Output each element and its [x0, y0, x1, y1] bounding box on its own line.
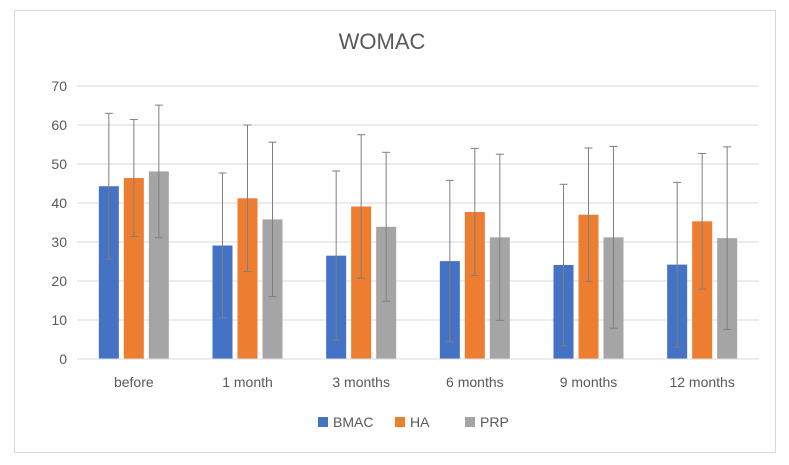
legend: BMAC HA PRP — [318, 414, 509, 430]
legend-swatch — [318, 417, 328, 427]
chart-svg: WOMAC 0 10 20 30 40 50 60 70 before 1 month 3 mon… — [51, 29, 759, 430]
bar-ha-4 — [578, 214, 599, 359]
x-tick-label: before — [114, 374, 154, 390]
y-tick-label: 70 — [51, 78, 67, 94]
error-bar-bmac-2 — [332, 170, 341, 341]
error-bar-prp-4 — [609, 145, 618, 329]
grid-layer — [77, 85, 759, 360]
x-tick-label: 12 months — [669, 374, 734, 390]
legend-label: HA — [410, 414, 430, 430]
bar-ha-5 — [692, 221, 713, 359]
bar-ha-3 — [464, 211, 485, 359]
y-tick-label: 0 — [59, 351, 67, 367]
error-bar-bmac-5 — [673, 181, 682, 348]
error-bar-bmac-4 — [559, 183, 568, 347]
chart-title: WOMAC — [339, 29, 426, 54]
legend-swatch — [395, 417, 405, 427]
y-axis: 0 10 20 30 40 50 60 70 — [51, 78, 67, 367]
y-tick-label: 40 — [51, 195, 67, 211]
error-bars-layer — [104, 104, 732, 348]
legend-label: BMAC — [333, 414, 373, 430]
bar-ha-2 — [351, 206, 372, 359]
y-tick-label: 60 — [51, 117, 67, 133]
bar-bmac-0 — [98, 186, 119, 359]
y-tick-label: 50 — [51, 156, 67, 172]
y-tick-label: 20 — [51, 273, 67, 289]
x-tick-label: 9 months — [560, 374, 618, 390]
error-bar-bmac-3 — [445, 179, 454, 343]
error-bar-prp-1 — [268, 141, 277, 298]
bar-ha-0 — [123, 178, 144, 359]
error-bar-prp-5 — [723, 146, 732, 330]
error-bar-ha-4 — [584, 147, 593, 282]
error-bar-ha-2 — [357, 134, 366, 279]
x-tick-label: 3 months — [332, 374, 390, 390]
legend-item-ha: HA — [395, 414, 430, 430]
error-bar-bmac-0 — [104, 112, 113, 260]
error-bar-ha-5 — [698, 152, 707, 290]
y-tick-label: 30 — [51, 234, 67, 250]
bar-prp-0 — [148, 171, 169, 359]
legend-swatch — [465, 417, 475, 427]
error-bar-prp-0 — [154, 104, 163, 239]
x-axis: before 1 month 3 months 6 months 9 months 12 … — [77, 358, 759, 390]
legend-item-bmac: BMAC — [318, 414, 373, 430]
chart-frame: WOMAC 0 10 20 30 40 50 60 70 before 1 month 3 mon… — [14, 10, 776, 453]
error-bar-prp-3 — [495, 153, 504, 321]
bars-layer — [98, 171, 738, 359]
bar-ha-1 — [237, 198, 258, 359]
legend-label: PRP — [480, 414, 509, 430]
legend-item-prp: PRP — [465, 414, 509, 430]
y-tick-label: 10 — [51, 312, 67, 328]
x-tick-label: 1 month — [222, 374, 273, 390]
error-bar-ha-3 — [470, 147, 479, 277]
error-bar-prp-2 — [382, 151, 391, 302]
error-bar-ha-0 — [129, 119, 138, 238]
error-bar-bmac-1 — [218, 172, 227, 319]
error-bar-ha-1 — [243, 124, 252, 273]
x-tick-label: 6 months — [446, 374, 504, 390]
